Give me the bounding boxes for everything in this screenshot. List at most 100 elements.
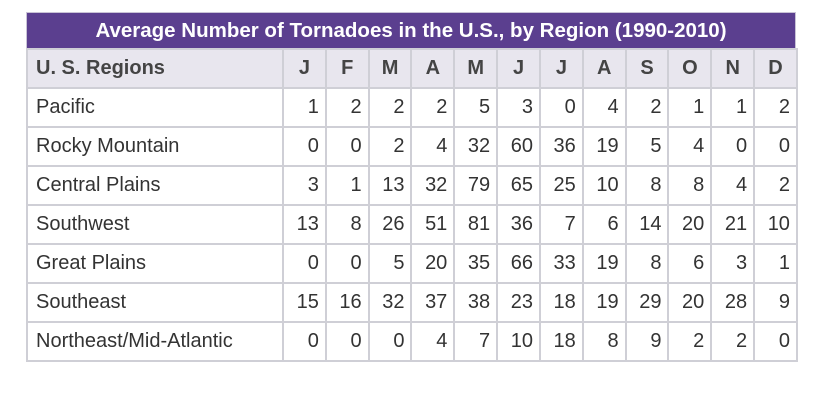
table-row: Great Plains 0 0 5 20 35 66 33 19 8 6 3 1 xyxy=(26,243,798,284)
value-cell: 0 xyxy=(753,126,798,167)
month-header: J xyxy=(496,48,541,89)
value-cell: 32 xyxy=(367,282,413,323)
month-header: S xyxy=(624,48,670,89)
region-name-cell: Great Plains xyxy=(26,243,284,284)
tornado-table: U. S. Regions J F M A M J J A S O N D Pa… xyxy=(26,48,798,362)
value-cell: 0 xyxy=(538,87,584,128)
region-column-header: U. S. Regions xyxy=(26,48,284,89)
value-cell: 10 xyxy=(496,321,541,362)
value-cell: 19 xyxy=(581,243,627,284)
value-cell: 16 xyxy=(324,282,370,323)
value-cell: 3 xyxy=(496,87,541,128)
value-cell: 0 xyxy=(282,243,327,284)
table-row: Southwest 13 8 26 51 81 36 7 6 14 20 21 10 xyxy=(26,204,798,245)
value-cell: 18 xyxy=(538,321,584,362)
value-cell: 18 xyxy=(538,282,584,323)
month-header: N xyxy=(710,48,756,89)
value-cell: 2 xyxy=(624,87,670,128)
value-cell: 2 xyxy=(410,87,456,128)
value-cell: 0 xyxy=(753,321,798,362)
region-name-cell: Rocky Mountain xyxy=(26,126,284,167)
value-cell: 5 xyxy=(453,87,499,128)
table-row: Central Plains 3 1 13 32 79 65 25 10 8 8 4 2 xyxy=(26,165,798,206)
month-header: M xyxy=(367,48,413,89)
value-cell: 1 xyxy=(324,165,370,206)
value-cell: 8 xyxy=(624,165,670,206)
value-cell: 7 xyxy=(538,204,584,245)
value-cell: 15 xyxy=(282,282,327,323)
value-cell: 79 xyxy=(453,165,499,206)
value-cell: 1 xyxy=(667,87,713,128)
value-cell: 2 xyxy=(753,87,798,128)
value-cell: 37 xyxy=(410,282,456,323)
table-row: Southeast 15 16 32 37 38 23 18 19 29 20 28 9 xyxy=(26,282,798,323)
value-cell: 13 xyxy=(282,204,327,245)
value-cell: 8 xyxy=(324,204,370,245)
header-row: U. S. Regions J F M A M J J A S O N D xyxy=(26,48,798,89)
value-cell: 3 xyxy=(282,165,327,206)
region-name-cell: Pacific xyxy=(26,87,284,128)
value-cell: 2 xyxy=(667,321,713,362)
value-cell: 4 xyxy=(410,126,456,167)
value-cell: 21 xyxy=(710,204,756,245)
value-cell: 26 xyxy=(367,204,413,245)
table-row: Rocky Mountain 0 0 2 4 32 60 36 19 5 4 0 0 xyxy=(26,126,798,167)
value-cell: 33 xyxy=(538,243,584,284)
value-cell: 0 xyxy=(282,126,327,167)
value-cell: 29 xyxy=(624,282,670,323)
value-cell: 60 xyxy=(496,126,541,167)
value-cell: 20 xyxy=(667,282,713,323)
value-cell: 4 xyxy=(410,321,456,362)
value-cell: 65 xyxy=(496,165,541,206)
value-cell: 0 xyxy=(324,321,370,362)
value-cell: 8 xyxy=(624,243,670,284)
value-cell: 2 xyxy=(710,321,756,362)
value-cell: 2 xyxy=(753,165,798,206)
value-cell: 66 xyxy=(496,243,541,284)
value-cell: 0 xyxy=(324,126,370,167)
table-row: Pacific 1 2 2 2 5 3 0 4 2 1 1 2 xyxy=(26,87,798,128)
region-name-cell: Northeast/Mid-Atlantic xyxy=(26,321,284,362)
month-header: J xyxy=(282,48,327,89)
value-cell: 19 xyxy=(581,282,627,323)
value-cell: 35 xyxy=(453,243,499,284)
value-cell: 8 xyxy=(667,165,713,206)
month-header: F xyxy=(324,48,370,89)
value-cell: 2 xyxy=(367,126,413,167)
region-name-cell: Central Plains xyxy=(26,165,284,206)
value-cell: 4 xyxy=(710,165,756,206)
table-body: Pacific 1 2 2 2 5 3 0 4 2 1 1 2 Rocky Mountain 0 0 2 4 32 6… xyxy=(26,87,798,362)
value-cell: 51 xyxy=(410,204,456,245)
value-cell: 25 xyxy=(538,165,584,206)
value-cell: 5 xyxy=(624,126,670,167)
value-cell: 13 xyxy=(367,165,413,206)
value-cell: 20 xyxy=(410,243,456,284)
value-cell: 2 xyxy=(324,87,370,128)
value-cell: 10 xyxy=(581,165,627,206)
value-cell: 32 xyxy=(453,126,499,167)
value-cell: 5 xyxy=(367,243,413,284)
value-cell: 23 xyxy=(496,282,541,323)
value-cell: 36 xyxy=(496,204,541,245)
value-cell: 32 xyxy=(410,165,456,206)
value-cell: 0 xyxy=(710,126,756,167)
value-cell: 7 xyxy=(453,321,499,362)
value-cell: 4 xyxy=(581,87,627,128)
value-cell: 28 xyxy=(710,282,756,323)
value-cell: 9 xyxy=(624,321,670,362)
value-cell: 6 xyxy=(667,243,713,284)
region-name-cell: Southwest xyxy=(26,204,284,245)
value-cell: 81 xyxy=(453,204,499,245)
value-cell: 1 xyxy=(753,243,798,284)
value-cell: 1 xyxy=(282,87,327,128)
value-cell: 0 xyxy=(282,321,327,362)
month-header: J xyxy=(538,48,584,89)
value-cell: 36 xyxy=(538,126,584,167)
month-header: A xyxy=(581,48,627,89)
value-cell: 0 xyxy=(367,321,413,362)
value-cell: 3 xyxy=(710,243,756,284)
value-cell: 14 xyxy=(624,204,670,245)
value-cell: 6 xyxy=(581,204,627,245)
region-name-cell: Southeast xyxy=(26,282,284,323)
tornado-table-container: Average Number of Tornadoes in the U.S.,… xyxy=(26,12,798,362)
